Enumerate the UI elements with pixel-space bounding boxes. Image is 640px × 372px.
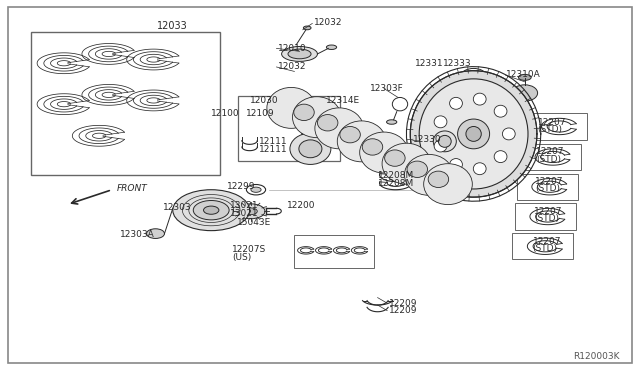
Text: 12207S: 12207S [232, 246, 267, 254]
Text: 13021: 13021 [230, 201, 259, 210]
Ellipse shape [392, 97, 408, 111]
Ellipse shape [362, 139, 383, 155]
Ellipse shape [434, 140, 447, 152]
Ellipse shape [466, 126, 481, 141]
Ellipse shape [317, 115, 338, 131]
Text: (STD): (STD) [532, 244, 557, 253]
Ellipse shape [424, 164, 472, 205]
Ellipse shape [337, 121, 386, 162]
Ellipse shape [299, 140, 322, 158]
Text: 12032: 12032 [314, 18, 342, 27]
Ellipse shape [458, 119, 490, 149]
Text: 13021: 13021 [230, 209, 259, 218]
Ellipse shape [502, 128, 515, 140]
Text: 12010: 12010 [278, 44, 307, 53]
Text: 12303A: 12303A [120, 230, 155, 239]
Ellipse shape [294, 97, 317, 113]
Ellipse shape [434, 116, 447, 128]
Ellipse shape [299, 100, 312, 110]
Ellipse shape [494, 151, 507, 163]
Text: 12209: 12209 [389, 306, 418, 315]
Ellipse shape [246, 185, 266, 195]
Ellipse shape [462, 68, 485, 80]
Ellipse shape [410, 71, 537, 197]
Text: 12207: 12207 [536, 147, 565, 156]
Text: 12303: 12303 [163, 203, 192, 212]
Ellipse shape [340, 126, 360, 143]
Text: 12208M: 12208M [378, 179, 414, 187]
Bar [515, 203, 576, 230]
Ellipse shape [294, 104, 314, 121]
Ellipse shape [433, 131, 456, 152]
Text: 12111: 12111 [259, 145, 288, 154]
Bar [294, 235, 374, 268]
Text: 12030: 12030 [250, 96, 278, 105]
Text: (STD): (STD) [535, 185, 560, 193]
Text: 12109: 12109 [246, 109, 275, 118]
Text: 12310A: 12310A [506, 70, 540, 79]
Text: 12207: 12207 [535, 177, 564, 186]
Ellipse shape [518, 74, 531, 80]
Bar [526, 113, 588, 140]
Ellipse shape [267, 87, 316, 128]
Ellipse shape [303, 26, 311, 30]
Ellipse shape [450, 97, 463, 109]
Text: (US): (US) [232, 253, 252, 262]
Text: 12200: 12200 [287, 201, 316, 210]
Ellipse shape [244, 208, 257, 215]
Bar [31, 32, 220, 175]
Ellipse shape [407, 161, 428, 177]
Bar [238, 96, 340, 161]
Ellipse shape [385, 150, 405, 166]
Ellipse shape [173, 190, 250, 231]
Ellipse shape [292, 97, 341, 138]
Ellipse shape [404, 154, 453, 195]
Ellipse shape [494, 105, 507, 117]
Text: 12208M: 12208M [378, 171, 414, 180]
Text: FRONT: FRONT [116, 184, 147, 193]
Text: 12209: 12209 [389, 299, 418, 308]
Ellipse shape [474, 163, 486, 175]
Bar [520, 144, 581, 170]
Ellipse shape [438, 135, 451, 147]
Text: 12299: 12299 [227, 182, 256, 191]
Text: 12314E: 12314E [326, 96, 360, 105]
Ellipse shape [382, 143, 431, 184]
Text: 15043E: 15043E [237, 218, 271, 227]
Bar [512, 233, 573, 259]
Text: 12032: 12032 [278, 62, 307, 71]
Ellipse shape [193, 201, 229, 220]
Text: 12207: 12207 [534, 207, 563, 216]
Text: 12333: 12333 [443, 60, 472, 68]
Text: 12207: 12207 [538, 118, 566, 126]
Ellipse shape [147, 229, 164, 238]
Text: 12033: 12033 [157, 21, 188, 31]
Ellipse shape [326, 45, 337, 49]
Ellipse shape [237, 204, 265, 219]
Ellipse shape [474, 93, 486, 105]
Ellipse shape [288, 49, 311, 59]
Ellipse shape [204, 206, 219, 214]
Text: (STD): (STD) [534, 214, 559, 223]
Ellipse shape [419, 79, 528, 189]
Ellipse shape [512, 85, 538, 101]
Text: 12100: 12100 [211, 109, 240, 118]
Ellipse shape [251, 187, 261, 192]
Text: 12330: 12330 [413, 135, 442, 144]
Ellipse shape [290, 133, 331, 164]
Ellipse shape [360, 132, 408, 173]
Ellipse shape [282, 46, 317, 61]
Ellipse shape [315, 108, 364, 149]
Text: 12111: 12111 [259, 137, 288, 146]
Ellipse shape [387, 120, 397, 124]
Text: (STD): (STD) [536, 155, 561, 164]
Text: 12331: 12331 [415, 60, 444, 68]
Text: R120003K: R120003K [573, 352, 620, 361]
Ellipse shape [449, 158, 462, 170]
Ellipse shape [428, 171, 449, 187]
Text: 12207: 12207 [532, 237, 561, 246]
Bar [517, 174, 577, 200]
Text: (STD): (STD) [538, 125, 563, 134]
Text: 12303F: 12303F [370, 84, 404, 93]
